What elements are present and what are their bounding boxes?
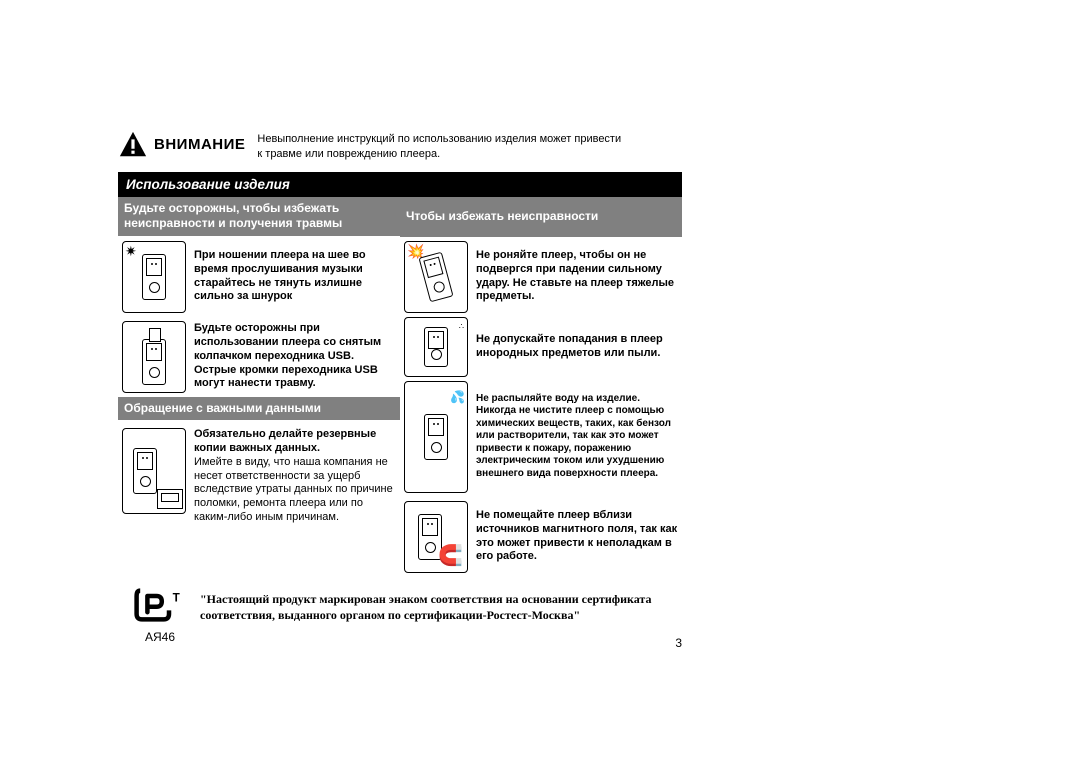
warning-icon [118,130,148,160]
left-item-2-text: Будьте осторожны при использовании плеер… [194,322,396,391]
attention-line1: Невыполнение инструкций по использованию… [257,133,621,145]
right-item-1: 💥 Не роняйте плеер, чтобы он не подвергс… [400,237,682,317]
left-item-1-text: При ношении плеера на шее во время просл… [194,249,396,304]
subheader-row: Будьте осторожны, чтобы избежать неиспра… [118,197,682,237]
illustration-magnet: 🧲 [404,501,468,573]
illustration-dust: ∴ [404,317,468,377]
left-item-3-text: Обязательно делайте резервные копии важн… [194,428,396,524]
impact-icon: 💥 [407,244,424,258]
left-item-3-bold: Обязательно делайте резервные копии важн… [194,428,376,454]
dust-icon: ∴ [459,322,464,331]
left-subheader-1: Будьте осторожны, чтобы избежать неиспра… [118,197,400,236]
left-item-1: ✷ При ношении плеера на шее во время про… [118,237,400,317]
left-subheader-2: Обращение с важными данными [118,397,400,421]
illustration-backup [122,428,186,514]
left-item-2: Будьте осторожны при использовании плеер… [118,317,400,397]
illustration-usb-cap [122,321,186,393]
right-column: 💥 Не роняйте плеер, чтобы он не подвергс… [400,237,682,577]
illustration-drop: 💥 [404,241,468,313]
attention-line2: к травме или повреждению плеера. [257,148,440,160]
right-item-1-text: Не роняйте плеер, чтобы он не подвергся … [476,249,678,304]
right-item-4-text: Не помещайте плеер вблизи источников маг… [476,509,678,564]
right-item-3: 💦 Не распыляйте воду на изделие. Никогда… [400,377,682,497]
manual-page: ВНИМАНИЕ Невыполнение инструкций по испо… [118,130,682,644]
left-item-3-normal: Имейте в виду, что наша компания не несе… [194,456,393,523]
left-item-3: Обязательно делайте резервные копии важн… [118,420,400,528]
spray-icon: 💦 [450,390,465,404]
pc-icon [157,489,183,509]
content-columns: ✷ При ношении плеера на шее во время про… [118,237,682,577]
page-number: 3 [675,636,682,650]
left-column: ✷ При ношении плеера на шее во время про… [118,237,400,577]
right-item-3-text: Не распыляйте воду на изделие. Никогда н… [476,393,678,481]
illustration-neck-strap: ✷ [122,241,186,313]
burst-icon: ✷ [125,244,137,258]
svg-text:Т: Т [173,591,181,604]
right-subheader: Чтобы избежать неисправности [400,197,682,237]
attention-label: ВНИМАНИЕ [154,130,245,153]
cert-code: АЯ46 [128,630,192,644]
right-item-4: 🧲 Не помещайте плеер вблизи источников м… [400,497,682,577]
section-title: Использование изделия [118,172,682,197]
right-item-2-text: Не допускайте попадания в плеер инородны… [476,333,678,361]
attention-row: ВНИМАНИЕ Невыполнение инструкций по испо… [118,130,682,162]
illustration-chemicals: 💦 [404,381,468,493]
cert-text: "Настоящий продукт маркирован энаком соо… [192,587,682,623]
certification-row: Т АЯ46 "Настоящий продукт маркирован эна… [118,587,682,644]
magnet-icon: 🧲 [438,546,463,566]
attention-text: Невыполнение инструкций по использованию… [257,130,621,162]
right-item-2: ∴ Не допускайте попадания в плеер инород… [400,317,682,377]
rostest-mark: Т АЯ46 [128,587,192,644]
